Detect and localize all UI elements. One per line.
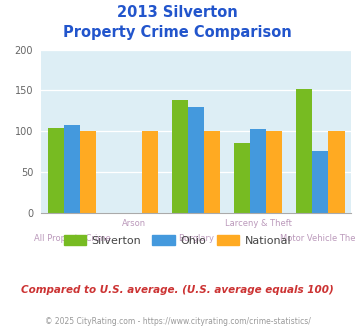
Text: Property Crime Comparison: Property Crime Comparison (63, 25, 292, 40)
Text: Motor Vehicle Theft: Motor Vehicle Theft (280, 234, 355, 243)
Bar (234, 143, 250, 213)
Bar (250, 129, 266, 213)
Bar (172, 100, 188, 213)
Text: © 2025 CityRating.com - https://www.cityrating.com/crime-statistics/: © 2025 CityRating.com - https://www.city… (45, 317, 310, 326)
Text: Arson: Arson (122, 219, 146, 228)
Bar (142, 131, 158, 213)
Text: 2013 Silverton: 2013 Silverton (117, 5, 238, 20)
Bar (64, 125, 80, 213)
Bar (48, 128, 64, 213)
Bar (328, 131, 345, 213)
Text: Burglary: Burglary (178, 234, 214, 243)
Bar (296, 89, 312, 213)
Text: All Property Crime: All Property Crime (33, 234, 110, 243)
Legend: Silverton, Ohio, National: Silverton, Ohio, National (59, 230, 296, 250)
Bar (312, 151, 328, 213)
Text: Larceny & Theft: Larceny & Theft (225, 219, 292, 228)
Bar (80, 131, 96, 213)
Bar (204, 131, 220, 213)
Bar (188, 108, 204, 213)
Text: Compared to U.S. average. (U.S. average equals 100): Compared to U.S. average. (U.S. average … (21, 285, 334, 295)
Bar (266, 131, 283, 213)
